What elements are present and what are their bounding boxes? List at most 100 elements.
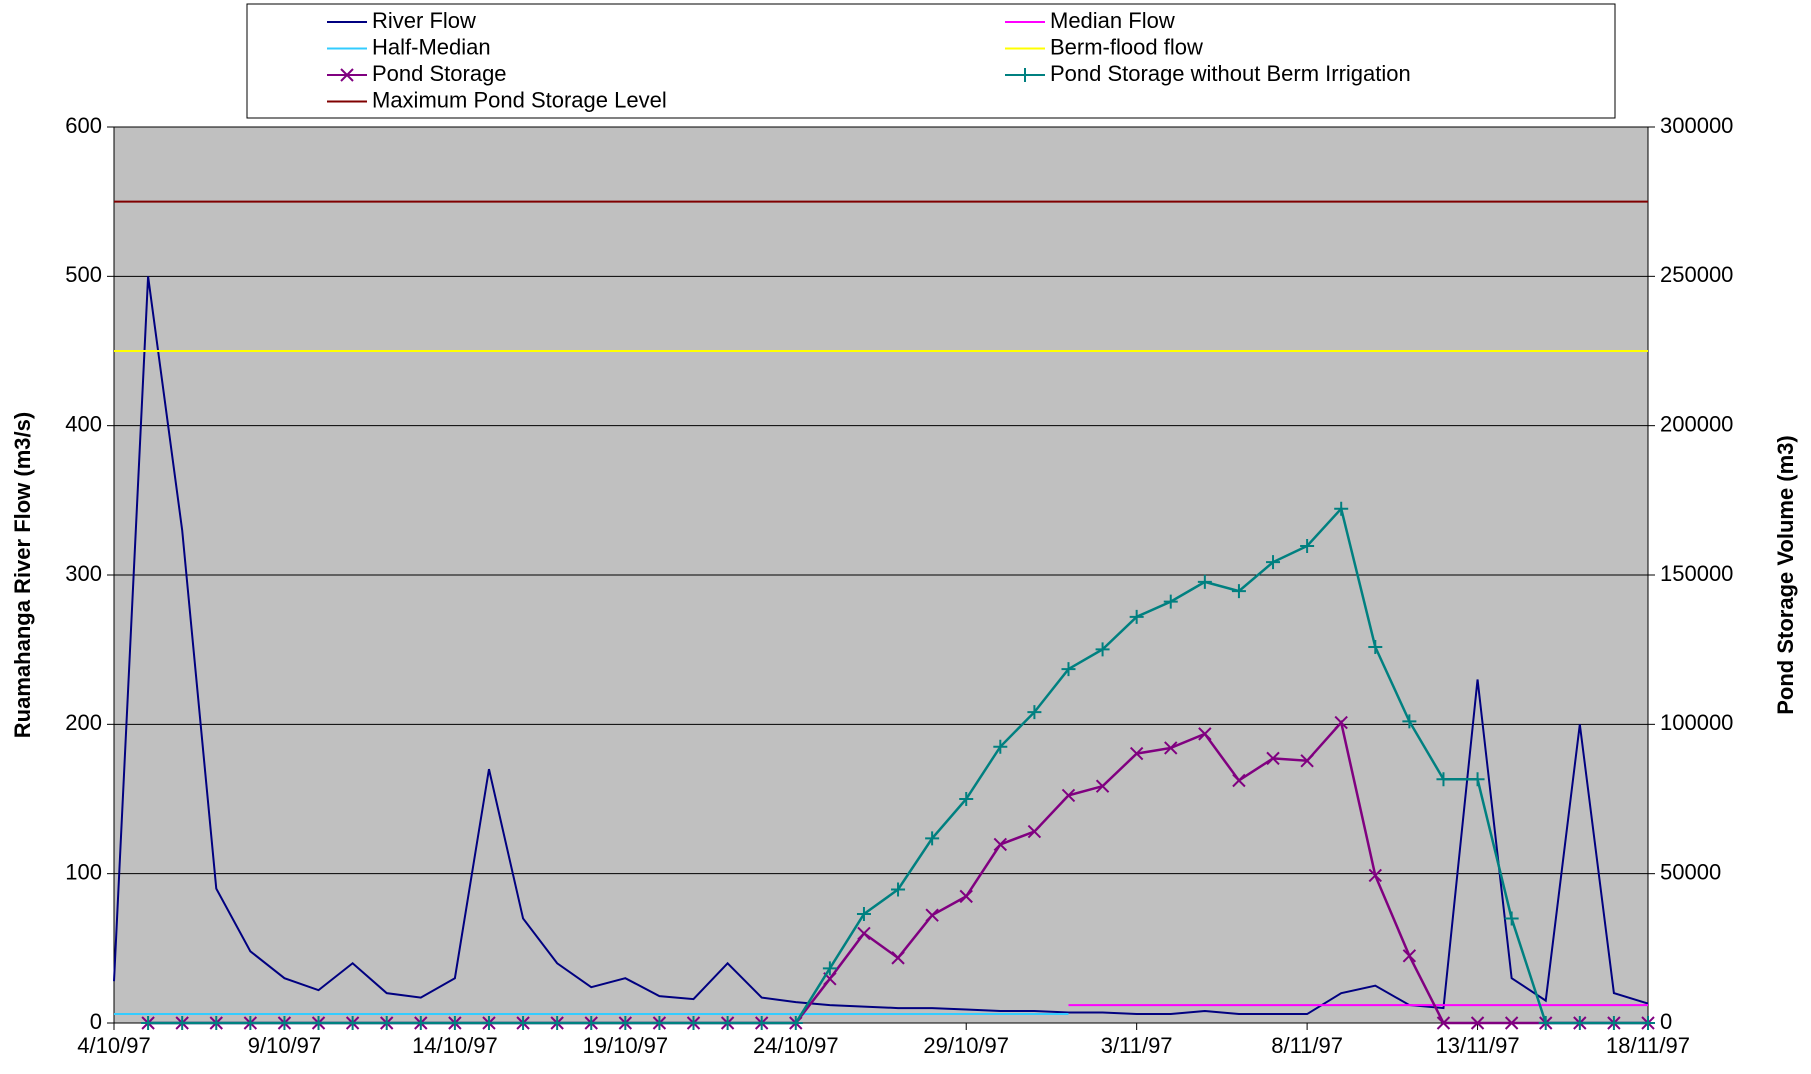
marker — [1266, 555, 1281, 570]
marker — [1368, 639, 1383, 654]
legend-label: River Flow — [372, 8, 476, 33]
marker — [925, 831, 940, 846]
x-tick-label: 29/10/97 — [923, 1033, 1009, 1058]
marker — [959, 792, 974, 806]
marker — [1061, 788, 1076, 803]
marker — [550, 1016, 565, 1030]
marker — [243, 1016, 258, 1030]
marker — [1198, 727, 1212, 741]
marker — [1197, 574, 1212, 589]
y-tick-label: 400 — [65, 411, 102, 436]
marker — [857, 926, 871, 941]
marker — [1470, 772, 1485, 787]
marker — [891, 951, 905, 965]
y2-tick-label: 200000 — [1660, 411, 1733, 436]
y2-tick-label: 300000 — [1660, 113, 1733, 138]
marker — [959, 889, 973, 904]
marker — [788, 1016, 803, 1030]
marker — [1018, 68, 1032, 82]
marker — [1027, 824, 1042, 839]
series-line — [113, 276, 1649, 1016]
marker — [1129, 746, 1144, 761]
y-tick-label: 100 — [65, 859, 102, 884]
marker — [1504, 911, 1519, 926]
marker — [345, 1016, 360, 1030]
marker — [993, 739, 1008, 754]
y2-tick-label: 250000 — [1660, 262, 1733, 287]
marker — [925, 908, 939, 922]
x-tick-label: 18/11/97 — [1606, 1033, 1690, 1058]
marker — [277, 1016, 292, 1030]
x-tick-label: 4/10/97 — [77, 1033, 150, 1058]
marker — [1572, 1016, 1587, 1030]
y-tick-label: 300 — [65, 561, 102, 586]
y-tick-label: 0 — [90, 1009, 102, 1034]
marker — [822, 961, 837, 976]
marker — [413, 1016, 428, 1030]
marker — [754, 1016, 769, 1030]
y2-tick-label: 0 — [1660, 1009, 1672, 1034]
marker — [1470, 1016, 1485, 1030]
marker — [1641, 1016, 1655, 1030]
marker — [1300, 754, 1314, 768]
marker — [481, 1016, 496, 1030]
x-tick-label: 3/11/97 — [1101, 1033, 1173, 1058]
marker — [1300, 539, 1315, 554]
x-tick-label: 24/10/97 — [753, 1033, 839, 1058]
y2-tick-label: 50000 — [1660, 859, 1721, 884]
x-tick-label: 14/10/97 — [412, 1033, 498, 1058]
marker — [1095, 642, 1110, 657]
legend-label: Pond Storage without Berm Irrigation — [1050, 61, 1411, 86]
y-tick-label: 500 — [65, 262, 102, 287]
marker — [1436, 1016, 1451, 1030]
legend-box — [246, 3, 1616, 119]
legend-label: Maximum Pond Storage Level — [372, 87, 667, 112]
x-tick-label: 13/11/97 — [1436, 1033, 1520, 1058]
legend-label: Berm-flood flow — [1050, 34, 1203, 59]
marker — [1231, 584, 1246, 599]
marker — [1402, 714, 1417, 729]
x-tick-label: 19/10/97 — [583, 1033, 669, 1058]
legend-label: Pond Storage — [372, 61, 507, 86]
marker — [311, 1016, 326, 1030]
marker — [1538, 1016, 1553, 1030]
marker — [340, 68, 354, 82]
marker — [1606, 1016, 1621, 1030]
marker — [379, 1016, 394, 1030]
marker — [1504, 1016, 1519, 1030]
marker — [1163, 594, 1178, 609]
marker — [209, 1016, 224, 1030]
marker — [1266, 751, 1280, 766]
marker — [1402, 949, 1417, 963]
marker — [618, 1016, 633, 1030]
marker — [1368, 868, 1382, 883]
marker — [1095, 779, 1110, 793]
marker — [584, 1016, 599, 1030]
marker — [720, 1016, 735, 1030]
x-tick-label: 8/11/97 — [1271, 1033, 1343, 1058]
marker — [1129, 609, 1144, 624]
marker — [1164, 741, 1178, 755]
marker — [686, 1016, 701, 1030]
marker — [856, 906, 871, 921]
marker — [891, 882, 906, 897]
marker — [175, 1016, 190, 1030]
marker — [1334, 715, 1348, 730]
marker — [652, 1016, 667, 1030]
marker — [1436, 772, 1451, 787]
legend-label: Half-Median — [372, 34, 491, 59]
marker — [141, 1016, 156, 1030]
y2-tick-label: 100000 — [1660, 710, 1733, 735]
y2-tick-label: 150000 — [1660, 561, 1733, 586]
marker — [1334, 501, 1349, 516]
marker — [993, 837, 1008, 852]
y2-axis-title: Pond Storage Volume (m3) — [1773, 435, 1798, 715]
y-axis-title: Ruamahanga River Flow (m3/s) — [10, 412, 35, 738]
x-tick-label: 9/10/97 — [248, 1033, 321, 1058]
marker — [1232, 773, 1246, 788]
marker — [516, 1016, 531, 1030]
legend-label: Median Flow — [1050, 8, 1175, 33]
marker — [447, 1016, 462, 1030]
